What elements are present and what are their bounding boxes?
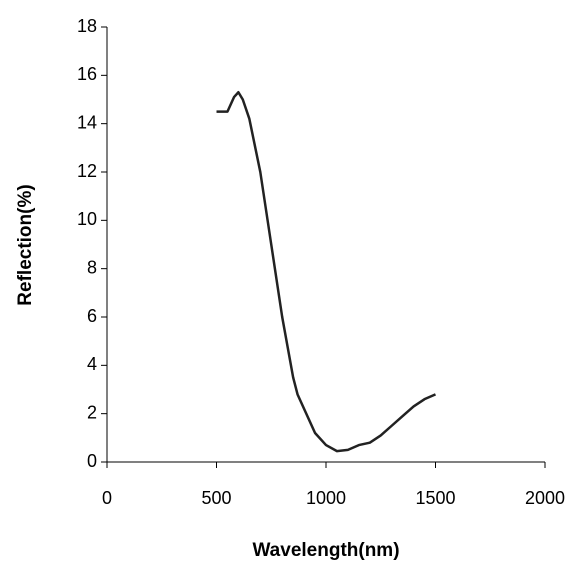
y-tick-label: 2	[87, 402, 97, 422]
y-tick-label: 10	[77, 209, 97, 229]
y-tick-label: 4	[87, 354, 97, 374]
data-line	[216, 91, 437, 453]
x-tick-label: 1000	[306, 488, 346, 508]
y-tick-label: 6	[87, 306, 97, 326]
y-tick-label: 16	[77, 64, 97, 84]
y-tick-label: 8	[87, 257, 97, 277]
y-tick-label: 0	[87, 451, 97, 471]
x-axis-title: Wavelength(nm)	[252, 540, 399, 561]
y-tick-label: 12	[77, 161, 97, 181]
x-tick-label: 500	[201, 488, 231, 508]
x-tick-label: 2000	[525, 488, 565, 508]
x-tick-label: 1500	[415, 488, 455, 508]
y-tick-label: 18	[77, 16, 97, 36]
y-tick-label: 14	[77, 112, 97, 132]
y-axis-title: Reflection(%)	[15, 184, 36, 305]
x-tick-label: 0	[102, 488, 112, 508]
